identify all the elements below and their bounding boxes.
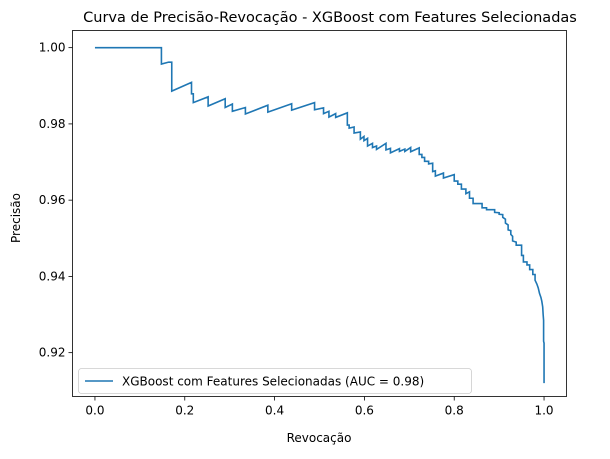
plot-frame (72, 30, 567, 397)
y-tick-label-2: 0.96 (39, 193, 66, 207)
y-tick-label-1: 0.94 (39, 269, 66, 283)
y-tick-label-3: 0.98 (39, 117, 66, 131)
y-tick-label-4: 1.00 (39, 41, 66, 55)
y-axis-ticks: 0.92 0.94 0.96 0.98 1.00 (39, 41, 73, 360)
legend: XGBoost com Features Selecionadas (AUC =… (78, 368, 472, 394)
x-tick-label-4: 0.8 (445, 404, 464, 418)
y-axis-label: Precisão (9, 193, 23, 243)
x-tick-label-0: 0.0 (85, 404, 104, 418)
x-tick-label-3: 0.6 (355, 404, 374, 418)
x-tick-label-2: 0.4 (265, 404, 284, 418)
series-line-0 (94, 46, 545, 384)
legend-entry-label: XGBoost com Features Selecionadas (AUC =… (122, 375, 424, 389)
y-tick-label-0: 0.92 (39, 346, 66, 360)
x-tick-label-1: 0.2 (175, 404, 194, 418)
plot-area: 0.0 0.2 0.4 0.6 0.8 1.0 0.92 0.94 0.96 0.98 1.00 (39, 30, 567, 418)
x-tick-label-5: 1.0 (534, 404, 553, 418)
series-layer (94, 46, 545, 384)
legend-box (78, 368, 472, 394)
chart-title: Curva de Precisão-Revocação - XGBoost co… (83, 10, 577, 26)
x-axis-ticks: 0.0 0.2 0.4 0.6 0.8 1.0 (85, 396, 554, 418)
x-axis-label: Revocação (287, 431, 352, 445)
